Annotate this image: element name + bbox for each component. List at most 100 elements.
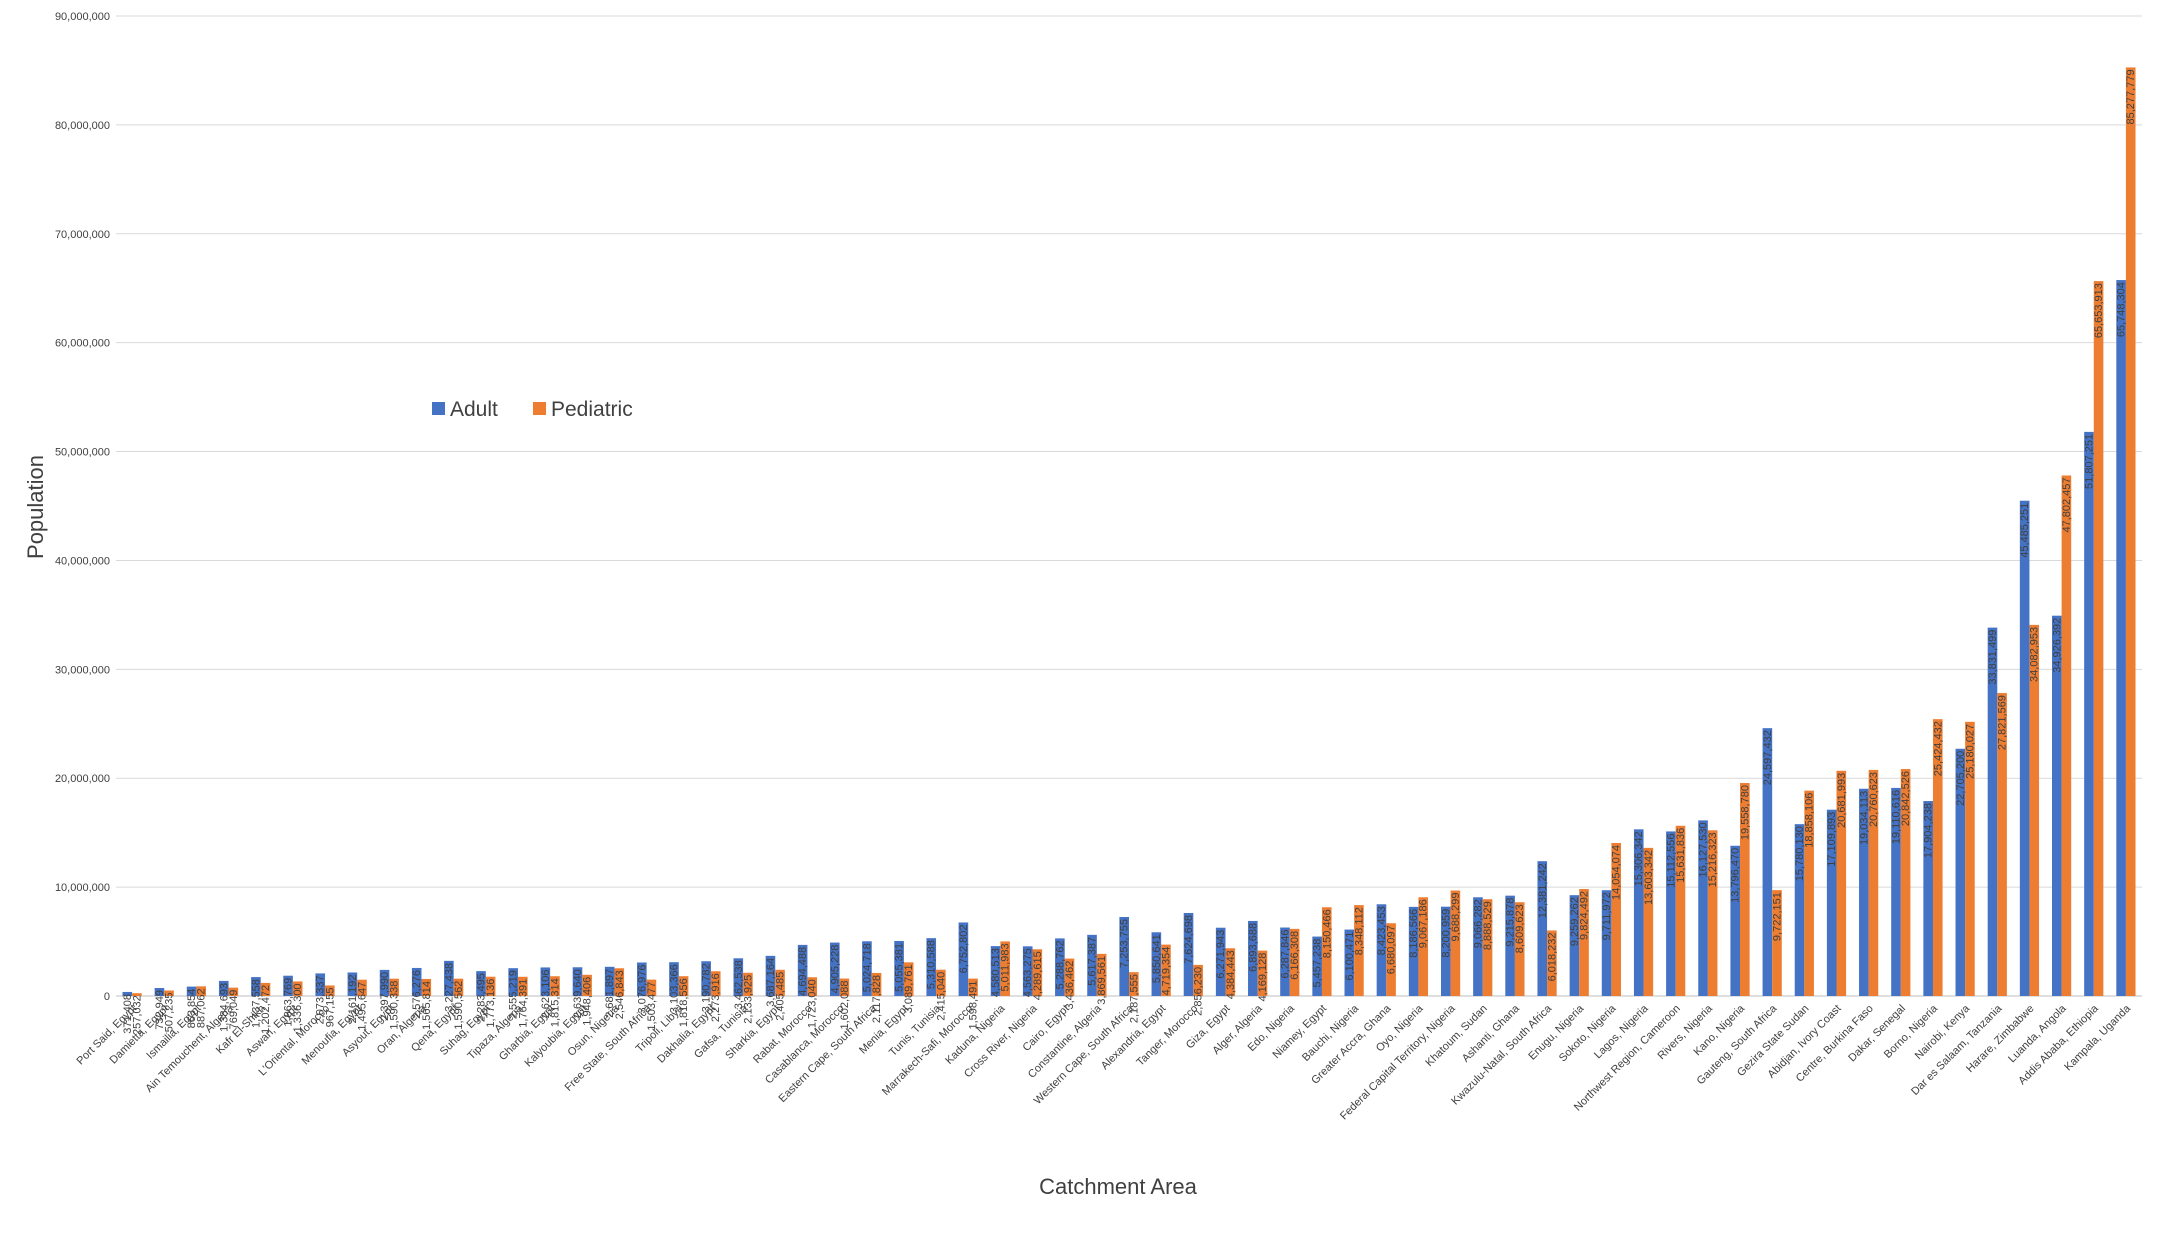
pediatric-bar bbox=[743, 972, 753, 996]
pediatric-bar bbox=[807, 977, 818, 996]
pediatric-bar bbox=[1965, 721, 1975, 996]
pediatric-value-label: 6,018,232 bbox=[1546, 932, 1558, 981]
adult-bar bbox=[2052, 615, 2062, 996]
adult-bar bbox=[251, 977, 261, 996]
adult-value-label: 3,227,438 bbox=[443, 963, 455, 1012]
pediatric-value-label: 4,169,128 bbox=[1257, 953, 1269, 1002]
pediatric-bar bbox=[1547, 930, 1557, 996]
pediatric-bar bbox=[517, 976, 528, 996]
y-tick-label: 50,000,000 bbox=[55, 447, 110, 459]
pediatric-bar bbox=[936, 969, 946, 996]
adult-bar bbox=[1666, 831, 1676, 996]
adult-bar bbox=[1312, 936, 1322, 996]
pediatric-value-label: 1,590,562 bbox=[453, 981, 465, 1030]
adult-bar bbox=[1891, 787, 1901, 996]
pediatric-value-label: 4,719,354 bbox=[1160, 947, 1172, 996]
y-tick-label: 40,000,000 bbox=[55, 555, 110, 567]
pediatric-bar bbox=[614, 968, 625, 996]
adult-value-label: 1,863,769 bbox=[283, 978, 295, 1027]
pediatric-value-label: 769,049 bbox=[228, 990, 240, 1030]
pediatric-bar bbox=[1161, 944, 1171, 996]
adult-bar bbox=[958, 922, 969, 996]
pediatric-value-label: 13,603,342 bbox=[1643, 850, 1655, 905]
pediatric-bar bbox=[1482, 899, 1493, 996]
pediatric-bar bbox=[1932, 719, 1943, 996]
adult-bar bbox=[894, 940, 904, 996]
pediatric-value-label: 25,424,432 bbox=[1932, 721, 1944, 776]
pediatric-bar bbox=[228, 987, 239, 996]
pediatric-bar bbox=[582, 974, 592, 996]
y-tick-label: 70,000,000 bbox=[55, 229, 110, 241]
pediatric-value-label: 9,722,151 bbox=[1771, 892, 1783, 941]
adult-value-label: 24,597,432 bbox=[1762, 730, 1774, 785]
gridlines bbox=[116, 15, 2142, 997]
adult-value-label: 6,271,943 bbox=[1215, 930, 1227, 979]
pediatric-bar bbox=[1611, 842, 1621, 996]
pediatric-bar bbox=[968, 978, 978, 996]
pediatric-bar bbox=[1064, 958, 1075, 996]
adult-bar bbox=[1826, 809, 1837, 996]
pediatric-value-label: 8,348,112 bbox=[1353, 907, 1365, 955]
adult-bar bbox=[154, 988, 165, 996]
adult-bar bbox=[1633, 829, 1644, 996]
pediatric-value-label: 887,062 bbox=[196, 988, 208, 1028]
adult-value-label: 8,200,959 bbox=[1440, 909, 1452, 958]
pediatric-bar bbox=[1997, 693, 2007, 996]
adult-value-label: 45,485,251 bbox=[2019, 503, 2031, 558]
pediatric-value-label: 4,384,443 bbox=[1225, 950, 1237, 999]
adult-value-label: 1,737,558 bbox=[250, 979, 262, 1028]
adult-value-label: 19,034,113 bbox=[1858, 791, 1870, 845]
adult-bar bbox=[1440, 906, 1451, 996]
adult-value-label: 16,127,530 bbox=[1698, 822, 1710, 877]
adult-value-label: 6,287,846 bbox=[1279, 930, 1291, 979]
pediatric-value-label: 15,631,836 bbox=[1675, 828, 1687, 883]
pediatric-value-label: 967,155 bbox=[324, 987, 336, 1027]
y-tick-label: 20,000,000 bbox=[55, 773, 110, 785]
pediatric-bar bbox=[903, 962, 914, 996]
pediatric-bar bbox=[357, 979, 367, 996]
adult-bar bbox=[1923, 801, 1933, 996]
adult-value-label: 9,711,972 bbox=[1601, 892, 1613, 940]
adult-value-label: 371,408 bbox=[122, 994, 134, 1034]
adult-value-label: 7,624,698 bbox=[1183, 915, 1195, 964]
adult-bar bbox=[862, 941, 872, 996]
adult-value-label: 5,617,387 bbox=[1087, 937, 1099, 986]
adult-bar bbox=[2084, 431, 2094, 996]
adult-bar bbox=[444, 960, 454, 996]
pediatric-value-label: 1,948,406 bbox=[582, 977, 594, 1026]
pediatric-value-label: 2,273,916 bbox=[710, 973, 722, 1022]
pediatric-value-label: 34,082,953 bbox=[2029, 627, 2041, 682]
adult-bar bbox=[926, 938, 937, 996]
pediatric-value-label: 18,858,106 bbox=[1804, 793, 1816, 848]
adult-value-label: 5,457,238 bbox=[1312, 939, 1324, 988]
y-tick-label: 80,000,000 bbox=[55, 120, 110, 132]
adult-value-label: 17,904,238 bbox=[1923, 803, 1935, 858]
pediatric-value-label: 25,180,027 bbox=[1964, 724, 1976, 779]
adult-bar bbox=[1055, 938, 1065, 996]
pediatric-value-label: 1,565,814 bbox=[421, 981, 433, 1030]
pediatric-value-label: 2,405,485 bbox=[775, 972, 787, 1021]
x-tick-label: Nairobi, Kenya bbox=[1913, 1002, 1973, 1062]
pediatric-bar bbox=[1836, 770, 1847, 996]
adult-legend-label: Adult bbox=[450, 398, 498, 421]
pediatric-bar bbox=[1579, 889, 1589, 996]
pediatric-bar bbox=[1675, 825, 1686, 996]
adult-bar bbox=[604, 966, 615, 996]
pediatric-bar bbox=[1129, 972, 1139, 996]
adult-bar bbox=[1730, 845, 1741, 996]
adult-bar bbox=[1955, 748, 1966, 996]
pediatric-value-label: 1,602,088 bbox=[839, 981, 851, 1030]
pediatric-bar bbox=[1772, 890, 1782, 996]
x-tick-label: Dakar, Senegal bbox=[1846, 1003, 1908, 1065]
adult-bar bbox=[1859, 788, 1869, 996]
pediatric-legend-swatch bbox=[533, 402, 546, 415]
pediatric-value-label: 20,760,623 bbox=[1868, 772, 1880, 827]
pediatric-bar bbox=[164, 990, 174, 996]
adult-bar bbox=[1762, 728, 1773, 996]
pediatric-bar bbox=[550, 976, 560, 996]
y-tick-label: 10,000,000 bbox=[55, 882, 110, 894]
bars bbox=[122, 67, 2136, 997]
adult-value-label: 12,381,242 bbox=[1537, 863, 1549, 918]
adult-value-label: 2,681,897 bbox=[604, 969, 616, 1018]
adult-value-label: 3,076,976 bbox=[636, 964, 648, 1013]
